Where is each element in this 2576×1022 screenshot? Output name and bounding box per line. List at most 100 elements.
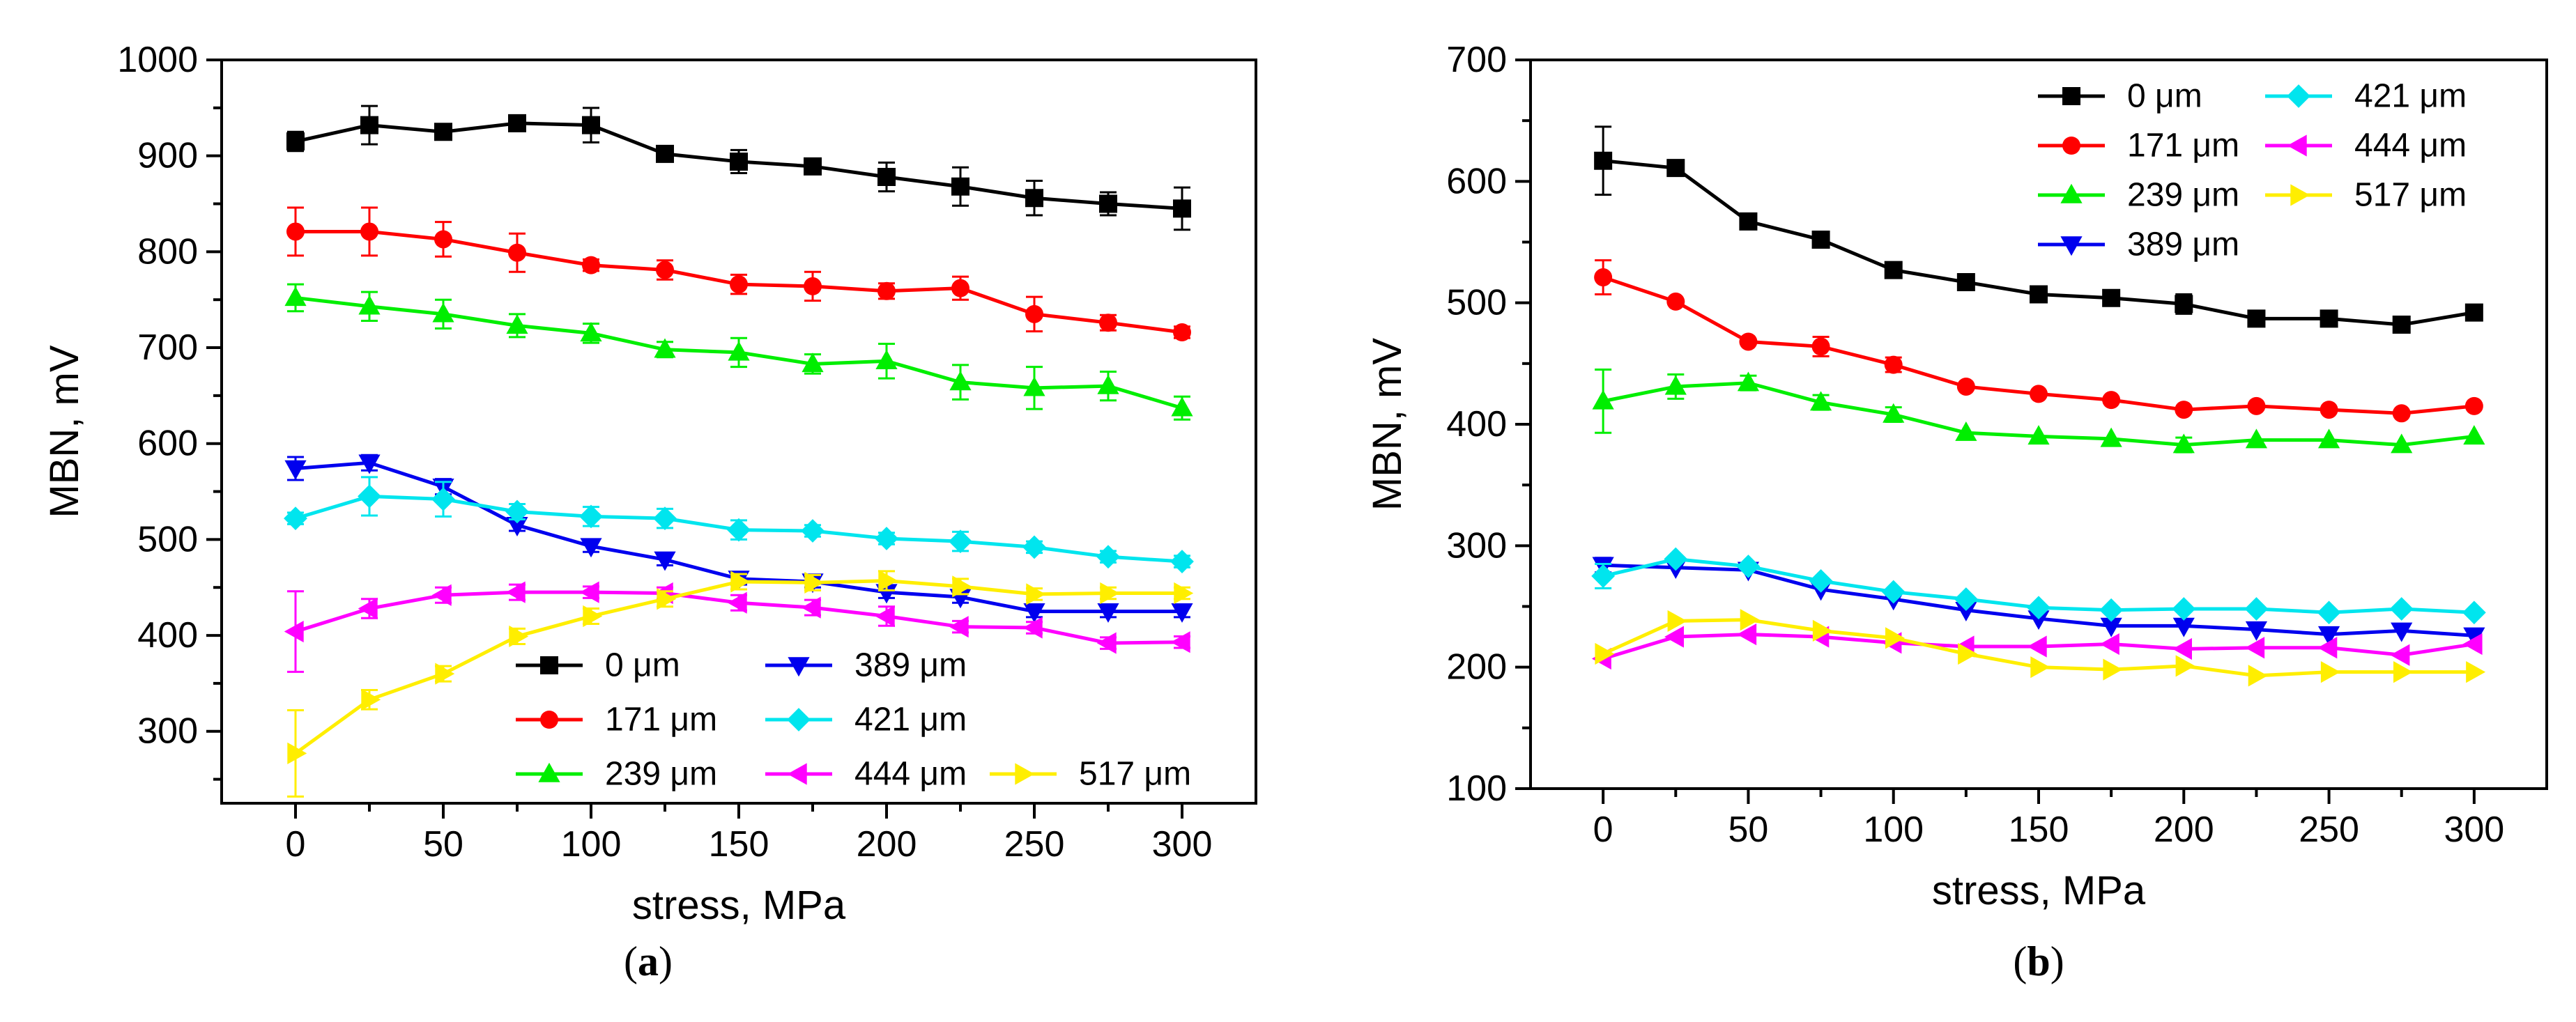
data-point [1025, 304, 1043, 323]
data-point [804, 277, 822, 295]
data-point [434, 230, 452, 249]
y-tick-label: 400 [1446, 404, 1507, 444]
data-point [1666, 159, 1685, 178]
series-239-μm [284, 283, 1193, 421]
caption-close: ) [659, 938, 673, 984]
legend-label: 171 μm [605, 702, 717, 738]
legend-item: 239 μm [516, 756, 717, 793]
data-point [2103, 658, 2123, 681]
data-point [657, 588, 677, 610]
data-point [1023, 376, 1045, 396]
data-point [284, 506, 307, 530]
legend-item: 0 μm [2038, 78, 2202, 115]
data-point [802, 353, 824, 373]
data-point [2320, 401, 2338, 419]
x-tick-label: 0 [1593, 810, 1613, 850]
legend-item: 171 μm [2038, 127, 2239, 164]
y-tick-label: 800 [137, 231, 198, 272]
data-point [2030, 656, 2050, 679]
data-point [1737, 371, 1760, 392]
y-tick-label: 900 [137, 136, 198, 176]
data-point [1173, 199, 1191, 218]
x-axis-label: stress, MPa [1932, 868, 2146, 913]
y-tick-label: 500 [1446, 283, 1507, 323]
legend-label: 444 μm [2354, 127, 2467, 164]
data-point [654, 551, 676, 571]
data-point [505, 581, 526, 603]
legend-marker [540, 711, 558, 729]
data-point [2464, 303, 2483, 322]
data-point [580, 538, 602, 558]
y-tick-label: 600 [1446, 161, 1507, 201]
data-point [2392, 404, 2411, 423]
legend-label: 0 μm [605, 647, 680, 684]
data-point [361, 688, 381, 711]
data-point [506, 314, 528, 334]
data-point [1099, 313, 1117, 332]
x-tick-label: 200 [2154, 810, 2214, 850]
data-point [1097, 374, 1119, 394]
legend-label: 517 μm [1079, 756, 1191, 793]
data-point [2030, 385, 2048, 403]
data-point [1097, 603, 1119, 623]
data-point [2027, 635, 2047, 658]
legend-label: 389 μm [854, 647, 967, 684]
data-point [2317, 428, 2340, 449]
data-point [1812, 619, 1832, 642]
data-point [2464, 396, 2483, 415]
legend-item: 389 μm [2038, 226, 2239, 263]
legend-label: 444 μm [854, 756, 967, 793]
data-point [2027, 425, 2050, 445]
data-point [952, 575, 972, 598]
data-point [804, 571, 825, 594]
legend-label: 239 μm [2127, 177, 2239, 214]
data-point [582, 256, 600, 274]
legend-item: 421 μm [2265, 78, 2467, 115]
data-point [2247, 309, 2266, 328]
data-point [2391, 433, 2413, 454]
series-239-μm [1592, 369, 2485, 454]
data-point [1594, 268, 1613, 287]
data-point [582, 116, 600, 134]
y-axis: 300 400 500 600 700 800 900 1000 [117, 40, 222, 781]
legend-marker [787, 708, 811, 731]
data-point [1956, 377, 1975, 396]
data-point [949, 529, 972, 554]
data-point [2245, 637, 2265, 659]
data-point [508, 243, 526, 262]
data-point [1096, 632, 1117, 654]
data-point [2027, 610, 2050, 630]
data-point [2102, 391, 2121, 410]
data-point [1736, 555, 1761, 578]
data-point [1667, 610, 1687, 633]
data-point [727, 518, 751, 542]
chart-b: 0 50 100 150 200 250 300 100 200 300 400 500 600 700 s… [1365, 40, 2548, 984]
data-point [2245, 621, 2268, 641]
data-point [1594, 151, 1613, 170]
data-point [1591, 564, 1616, 588]
data-point [653, 506, 677, 530]
data-point [1740, 609, 1760, 631]
data-point [2100, 617, 2122, 637]
data-point [1173, 323, 1191, 342]
data-point [2320, 661, 2340, 683]
data-point [434, 123, 452, 141]
legend-marker [2062, 137, 2080, 155]
y-tick-label: 600 [137, 424, 198, 464]
legend-item: 444 μm [765, 756, 967, 793]
y-axis: 100 200 300 400 500 600 700 [1446, 40, 1531, 809]
data-point [1100, 582, 1120, 605]
data-point [2175, 655, 2195, 677]
legend-label: 421 μm [854, 702, 967, 738]
x-tick-label: 50 [423, 824, 463, 865]
data-point [1026, 583, 1046, 605]
legend-item: 0 μm [516, 647, 680, 684]
data-point [878, 569, 898, 592]
series-421-μm [284, 476, 1194, 573]
legend-marker [2060, 183, 2083, 203]
data-point [1174, 582, 1194, 605]
data-point [2099, 598, 2124, 622]
data-point [1664, 626, 1684, 648]
data-point [2248, 665, 2268, 687]
data-point [358, 295, 381, 315]
